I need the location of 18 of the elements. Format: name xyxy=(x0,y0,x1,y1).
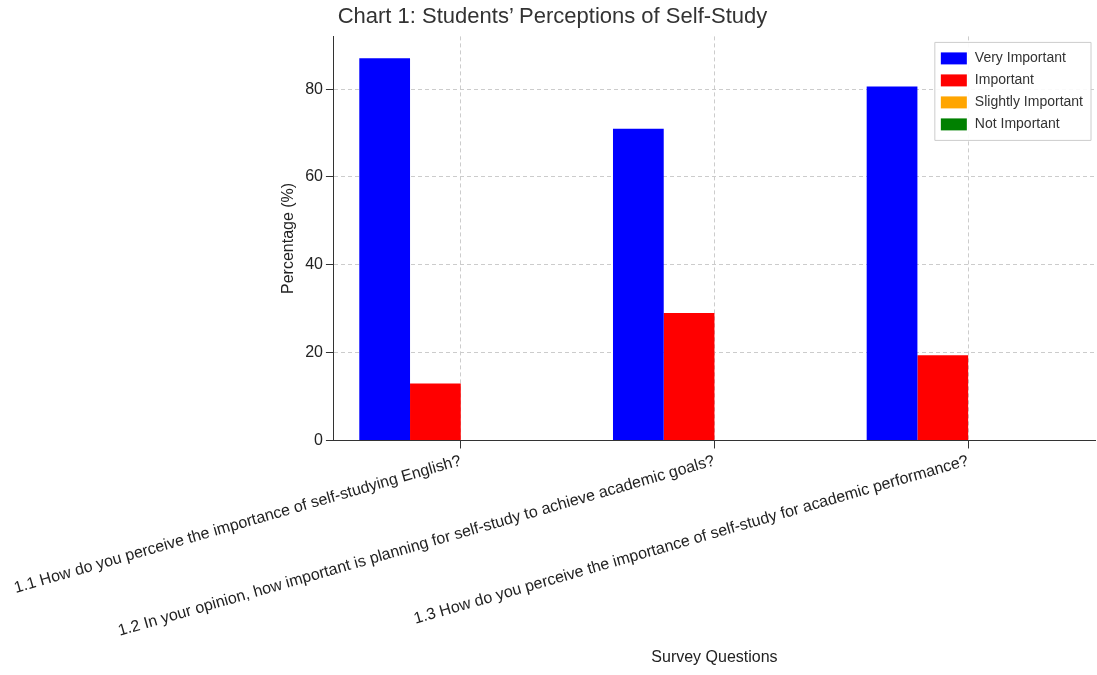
bar xyxy=(866,86,918,440)
y-tick-label: 0 xyxy=(314,430,324,448)
legend-label: Important xyxy=(974,71,1035,88)
bar xyxy=(359,58,411,440)
x-axis-title: Survey Questions xyxy=(651,647,778,665)
legend-label: Very Important xyxy=(974,49,1066,66)
bar xyxy=(663,313,715,440)
y-tick-label: 80 xyxy=(305,79,324,97)
bar xyxy=(612,128,664,440)
y-tick-label: 20 xyxy=(305,343,324,361)
y-axis-title: Percentage (%) xyxy=(278,182,296,295)
legend-label: Not Important xyxy=(974,115,1060,132)
y-tick-label: 60 xyxy=(305,167,324,185)
chart-title: Chart 1: Students’ Perceptions of Self-Study xyxy=(337,3,768,29)
y-tick-label: 40 xyxy=(305,255,324,273)
legend-label: Slightly Important xyxy=(974,93,1084,110)
bar xyxy=(410,383,461,440)
bar xyxy=(917,355,969,440)
